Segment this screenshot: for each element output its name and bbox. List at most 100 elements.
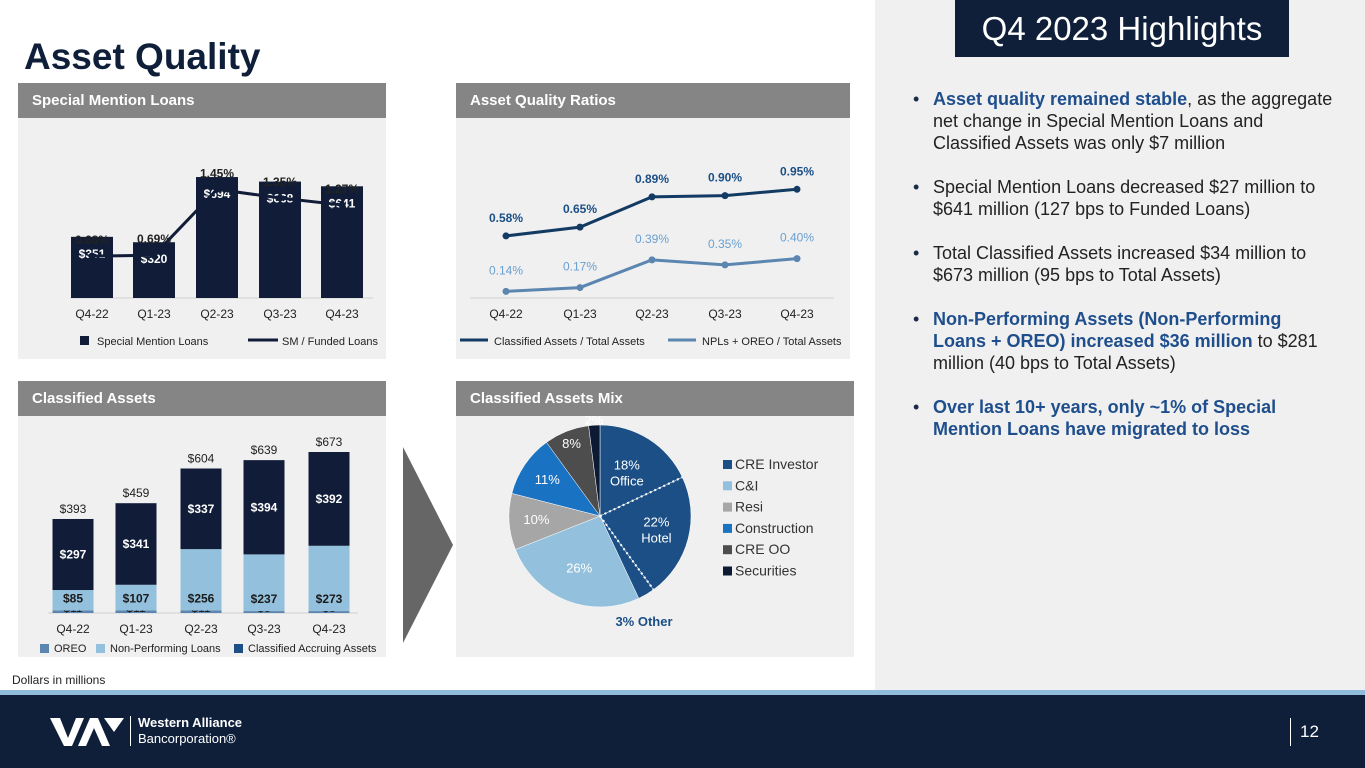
bar-total-label: $459 (123, 486, 150, 500)
line-data-label: 1.27% (325, 182, 359, 196)
x-tick-label: Q4-22 (56, 622, 90, 636)
mix-panel: Classified Assets Mix 18% Office 22% Hotel 2… (456, 381, 854, 657)
classified-chart: $11$85$297$393Q4-22$11$107$341$459Q1-23$… (40, 435, 377, 655)
legend-label: CRE Investor (735, 456, 819, 472)
legend-swatch (723, 545, 732, 555)
footer-bar (0, 695, 1365, 768)
x-tick-label: Q4-23 (780, 307, 814, 321)
line-point (502, 287, 510, 295)
line-point (276, 194, 284, 202)
line-data-label: 0.89% (635, 172, 669, 186)
ratios-panel: Asset Quality Ratios 0.58% 0.65% 0.89% 0.90… (456, 83, 850, 359)
line-data-label: 0.90% (708, 171, 742, 185)
classified-panel: Classified Assets $11$85$297$393Q4-22$11… (18, 381, 386, 657)
highlights-list: Asset quality remained stable, as the ag… (913, 88, 1333, 462)
pie-slice-label: 8% (562, 436, 581, 451)
line-point (721, 261, 729, 269)
company-name-line2: Bancorporation® (138, 731, 236, 746)
legend-swatch (40, 644, 49, 653)
panel-header: Classified Assets Mix (456, 381, 854, 416)
page-number: 12 (1300, 722, 1319, 741)
legend-swatch (723, 566, 732, 576)
bar-segment-0 (243, 611, 285, 613)
bar-data-label: $394 (251, 500, 278, 514)
x-tick-label: Q1-23 (119, 622, 153, 636)
bar-data-label: $237 (251, 592, 278, 606)
x-tick-label: Q2-23 (635, 307, 669, 321)
legend-label: SM / Funded Loans (282, 336, 379, 348)
bar-segment-1 (115, 584, 157, 611)
special-mention-chart: $351$320$694$668$6410.68%0.69%1.45%1.35%… (70, 166, 379, 348)
line-point (576, 223, 584, 231)
line-data-label: 0.68% (75, 233, 109, 247)
highlights-badge: Q4 2023 Highlights (955, 0, 1289, 57)
bar-segment-1 (52, 590, 94, 611)
pie-slice-label-other: 3% Other (615, 614, 672, 629)
x-tick-label: Q4-22 (489, 307, 523, 321)
legend-swatch (80, 336, 89, 345)
pie-slice (588, 424, 601, 517)
highlight-emphasis: Asset quality remained stable (933, 89, 1188, 109)
logo-divider (130, 716, 131, 746)
bar-segment-2 (243, 460, 285, 555)
line-data-label: 1.35% (263, 175, 297, 189)
highlight-emphasis: Non-Performing Assets (Non-Performing Lo… (933, 309, 1282, 351)
bar-segment-2 (52, 518, 94, 591)
pie-slice-label: 18% (614, 458, 640, 473)
bar-data-label: $107 (123, 591, 150, 605)
pie-slice-label: 26% (566, 560, 592, 575)
company-logo-icon (50, 718, 124, 746)
bar-segment-2 (308, 452, 350, 546)
bar-special-mention (133, 242, 175, 298)
line-point (793, 255, 801, 263)
line-data-label: 0.14% (489, 263, 523, 277)
pie-slice (599, 424, 683, 517)
bar-segment-0 (52, 610, 94, 613)
legend-label: Securities (735, 563, 796, 579)
legend-label: OREO (54, 643, 87, 655)
highlight-text: Special Mention Loans decreased $27 mill… (933, 177, 1316, 219)
x-tick-label: Q1-23 (137, 307, 171, 321)
highlight-text: , as the aggregate net change in Special… (933, 89, 1333, 153)
legend-label: Non-Performing Loans (110, 643, 221, 655)
panel-header: Asset Quality Ratios (456, 83, 850, 118)
line-data-label: 0.58% (489, 211, 523, 225)
ratios-chart: 0.58% 0.65% 0.89% 0.90% 0.95% 0.14% 0.17% 0.39%… (460, 164, 842, 348)
legend-swatch (723, 523, 732, 533)
bar-segment-2 (115, 503, 157, 585)
bar-segment-1 (308, 545, 350, 612)
highlight-item: Over last 10+ years, only ~1% of Special… (913, 396, 1333, 440)
legend-label: Construction (735, 520, 814, 536)
line-npl-ratio (505, 257, 798, 293)
bar-special-mention (71, 236, 113, 298)
line-data-label: 1.45% (200, 166, 234, 180)
x-tick-label: Q3-23 (708, 307, 742, 321)
bar-data-label: $256 (188, 591, 215, 605)
x-tick-label: Q3-23 (263, 307, 297, 321)
x-tick-label: Q1-23 (563, 307, 597, 321)
bar-segment-0 (308, 611, 350, 613)
legend-label: NPLs + OREO / Total Assets (702, 336, 842, 348)
mix-chart: 18%Office 22%Hotel 26% 10% 11% 8% 2% 3% Other CR… (508, 416, 819, 629)
highlight-item: Asset quality remained stable, as the ag… (913, 88, 1333, 154)
bar-total-label: $673 (316, 435, 343, 449)
footer-stripe (0, 690, 1365, 695)
arrow-chevron-icon (403, 447, 453, 643)
legend-label: Classified Assets / Total Assets (494, 336, 645, 348)
bar-segment-0 (115, 610, 157, 613)
x-tick-label: Q4-23 (312, 622, 346, 636)
bar-data-label: $273 (316, 592, 343, 606)
line-point (150, 251, 158, 259)
pie-slice-label: 22% (643, 514, 669, 529)
pie-slice-label: 2% (585, 416, 604, 428)
legend-label: Resi (735, 499, 763, 515)
x-tick-label: Q4-23 (325, 307, 359, 321)
bar-total-label: $393 (60, 502, 87, 516)
bar-special-mention (196, 177, 238, 298)
page-title: Asset Quality (24, 36, 261, 77)
x-tick-label: Q4-22 (75, 307, 109, 321)
line-data-label: 0.65% (563, 202, 597, 216)
highlight-item: Non-Performing Assets (Non-Performing Lo… (913, 308, 1333, 374)
line-point (576, 284, 584, 292)
bar-segment-1 (243, 554, 285, 612)
